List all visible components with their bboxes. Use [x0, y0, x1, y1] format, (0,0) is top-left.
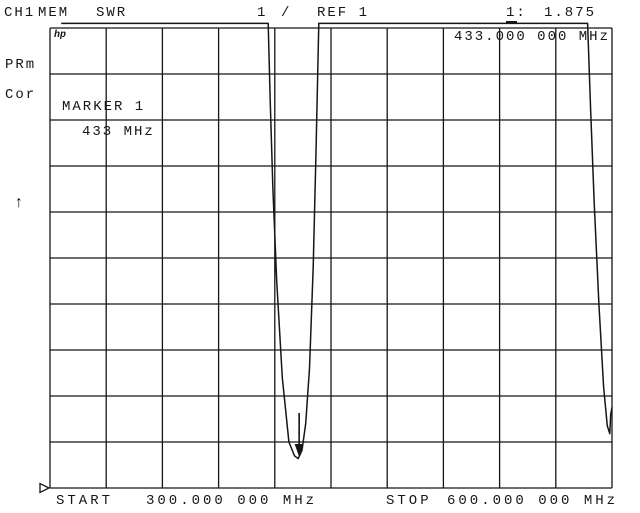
- scale-separator: /: [281, 5, 292, 21]
- scale-per-div: 1: [257, 5, 268, 21]
- swr-trace: [61, 22, 613, 460]
- format-label: SWR: [96, 5, 128, 21]
- marker-1-symbol: [294, 413, 304, 457]
- marker-value-readout: 1.875: [544, 5, 597, 21]
- status-cor: Cor: [5, 87, 37, 103]
- up-arrow-annunciator: ↑: [14, 194, 26, 212]
- marker-frequency-readout: 433.000 000 MHz: [453, 29, 610, 45]
- reference-position-indicator: [39, 482, 51, 494]
- stop-label: STOP: [386, 493, 432, 509]
- marker-note-title: MARKER 1: [62, 99, 146, 115]
- marker-id-label: 1:: [506, 5, 527, 21]
- stop-value: 600.000 000 MHz: [447, 493, 619, 509]
- hp-logo: hp: [54, 30, 67, 41]
- active-entry-underline: [506, 21, 517, 23]
- trace-source-label: MEM: [38, 5, 70, 21]
- start-value: 300.000 000 MHz: [146, 493, 318, 509]
- reference-label: REF 1: [317, 5, 370, 21]
- start-label: START: [56, 493, 114, 509]
- channel-label: CH1: [4, 5, 36, 21]
- graticule-grid: [49, 27, 613, 489]
- marker-note-frequency: 433 MHz: [82, 124, 155, 140]
- status-prm: PRm: [5, 57, 37, 73]
